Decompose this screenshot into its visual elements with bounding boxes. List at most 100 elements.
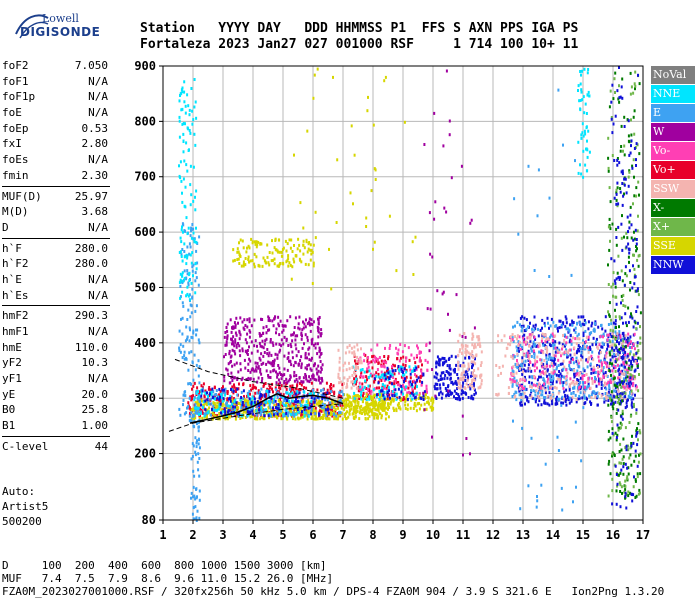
echo-point: [193, 474, 196, 478]
echo-point: [612, 407, 615, 411]
echo-point: [436, 382, 439, 386]
echo-point: [568, 396, 571, 400]
echo-point: [413, 368, 416, 372]
echo-point: [242, 246, 245, 250]
echo-point: [552, 374, 555, 378]
echo-point: [400, 367, 403, 371]
echo-point: [350, 386, 353, 390]
echo-point: [198, 416, 201, 420]
echo-point: [277, 391, 280, 395]
echo-point: [514, 324, 516, 328]
echo-point: [497, 373, 500, 377]
echo-point: [301, 395, 304, 399]
echo-point: [607, 263, 609, 267]
echo-point: [221, 410, 224, 414]
echo-point: [379, 406, 382, 410]
echo-point: [183, 357, 186, 361]
echo-point: [621, 412, 624, 416]
echo-point: [469, 383, 472, 387]
echo-point: [611, 489, 614, 493]
echo-point: [400, 397, 403, 401]
echo-point: [360, 404, 363, 408]
echo-point: [387, 355, 390, 359]
echo-point: [212, 401, 215, 405]
echo-point: [599, 377, 602, 381]
echo-point: [188, 298, 191, 302]
echo-point: [380, 405, 383, 409]
echo-point: [186, 272, 189, 276]
echo-point: [629, 491, 631, 495]
echo-point: [412, 367, 415, 371]
echo-point: [422, 394, 425, 398]
echo-point: [543, 378, 546, 382]
echo-point: [193, 238, 196, 242]
echo-point: [466, 377, 469, 380]
param-value: 280.0: [74, 257, 108, 271]
echo-point: [356, 362, 359, 366]
echo-point: [305, 318, 307, 322]
echo-point: [561, 343, 564, 347]
echo-point: [365, 398, 368, 401]
echo-point: [596, 345, 599, 349]
echo-point: [190, 304, 193, 308]
echo-point: [408, 358, 411, 362]
echo-point: [203, 412, 206, 416]
echo-point: [558, 319, 561, 323]
echo-point: [447, 391, 450, 395]
echo-point: [541, 326, 543, 330]
echo-point: [338, 366, 341, 370]
echo-point: [354, 400, 356, 404]
echo-point: [381, 399, 384, 403]
echo-point: [194, 271, 197, 275]
echo-point: [461, 371, 464, 375]
echo-point: [629, 453, 632, 457]
echo-point: [634, 479, 637, 483]
echo-point: [194, 100, 197, 104]
echo-point: [247, 258, 250, 261]
echo-point: [529, 393, 532, 397]
echo-point: [316, 352, 319, 356]
echo-point: [395, 392, 398, 396]
echo-point: [292, 364, 295, 368]
echo-point: [623, 337, 626, 341]
echo-point: [596, 403, 599, 407]
echo-point: [262, 326, 265, 330]
echo-point: [618, 461, 621, 465]
echo-point: [313, 417, 316, 421]
echo-point: [324, 398, 327, 402]
echo-point: [182, 122, 185, 125]
echo-point: [403, 367, 406, 371]
echo-point: [511, 336, 514, 340]
echo-point: [354, 362, 357, 366]
echo-point: [536, 360, 539, 364]
echo-point: [622, 385, 624, 388]
echo-point: [407, 386, 410, 390]
echo-point: [373, 393, 376, 397]
echo-point: [624, 397, 627, 401]
echo-point: [181, 259, 184, 263]
echo-point: [303, 390, 306, 394]
echo-point: [549, 397, 552, 401]
echo-point: [287, 414, 289, 418]
echo-point: [463, 332, 466, 335]
echo-point: [619, 471, 622, 475]
echo-point: [208, 406, 211, 410]
echo-point: [383, 379, 386, 382]
echo-point: [190, 193, 193, 197]
echo-point: [268, 251, 271, 254]
echo-point: [214, 397, 216, 401]
echo-point: [612, 294, 614, 298]
echo-point: [612, 282, 615, 286]
echo-point: [255, 413, 258, 417]
echo-point: [329, 391, 331, 395]
echo-point: [284, 239, 287, 243]
echo-point: [532, 340, 535, 344]
echo-point: [628, 342, 631, 346]
echo-point: [186, 337, 188, 341]
echo-point: [184, 394, 187, 398]
echo-point: [613, 348, 616, 352]
echo-point: [568, 367, 571, 370]
echo-point: [314, 412, 317, 416]
echo-point: [551, 358, 554, 362]
echo-point: [301, 405, 304, 409]
